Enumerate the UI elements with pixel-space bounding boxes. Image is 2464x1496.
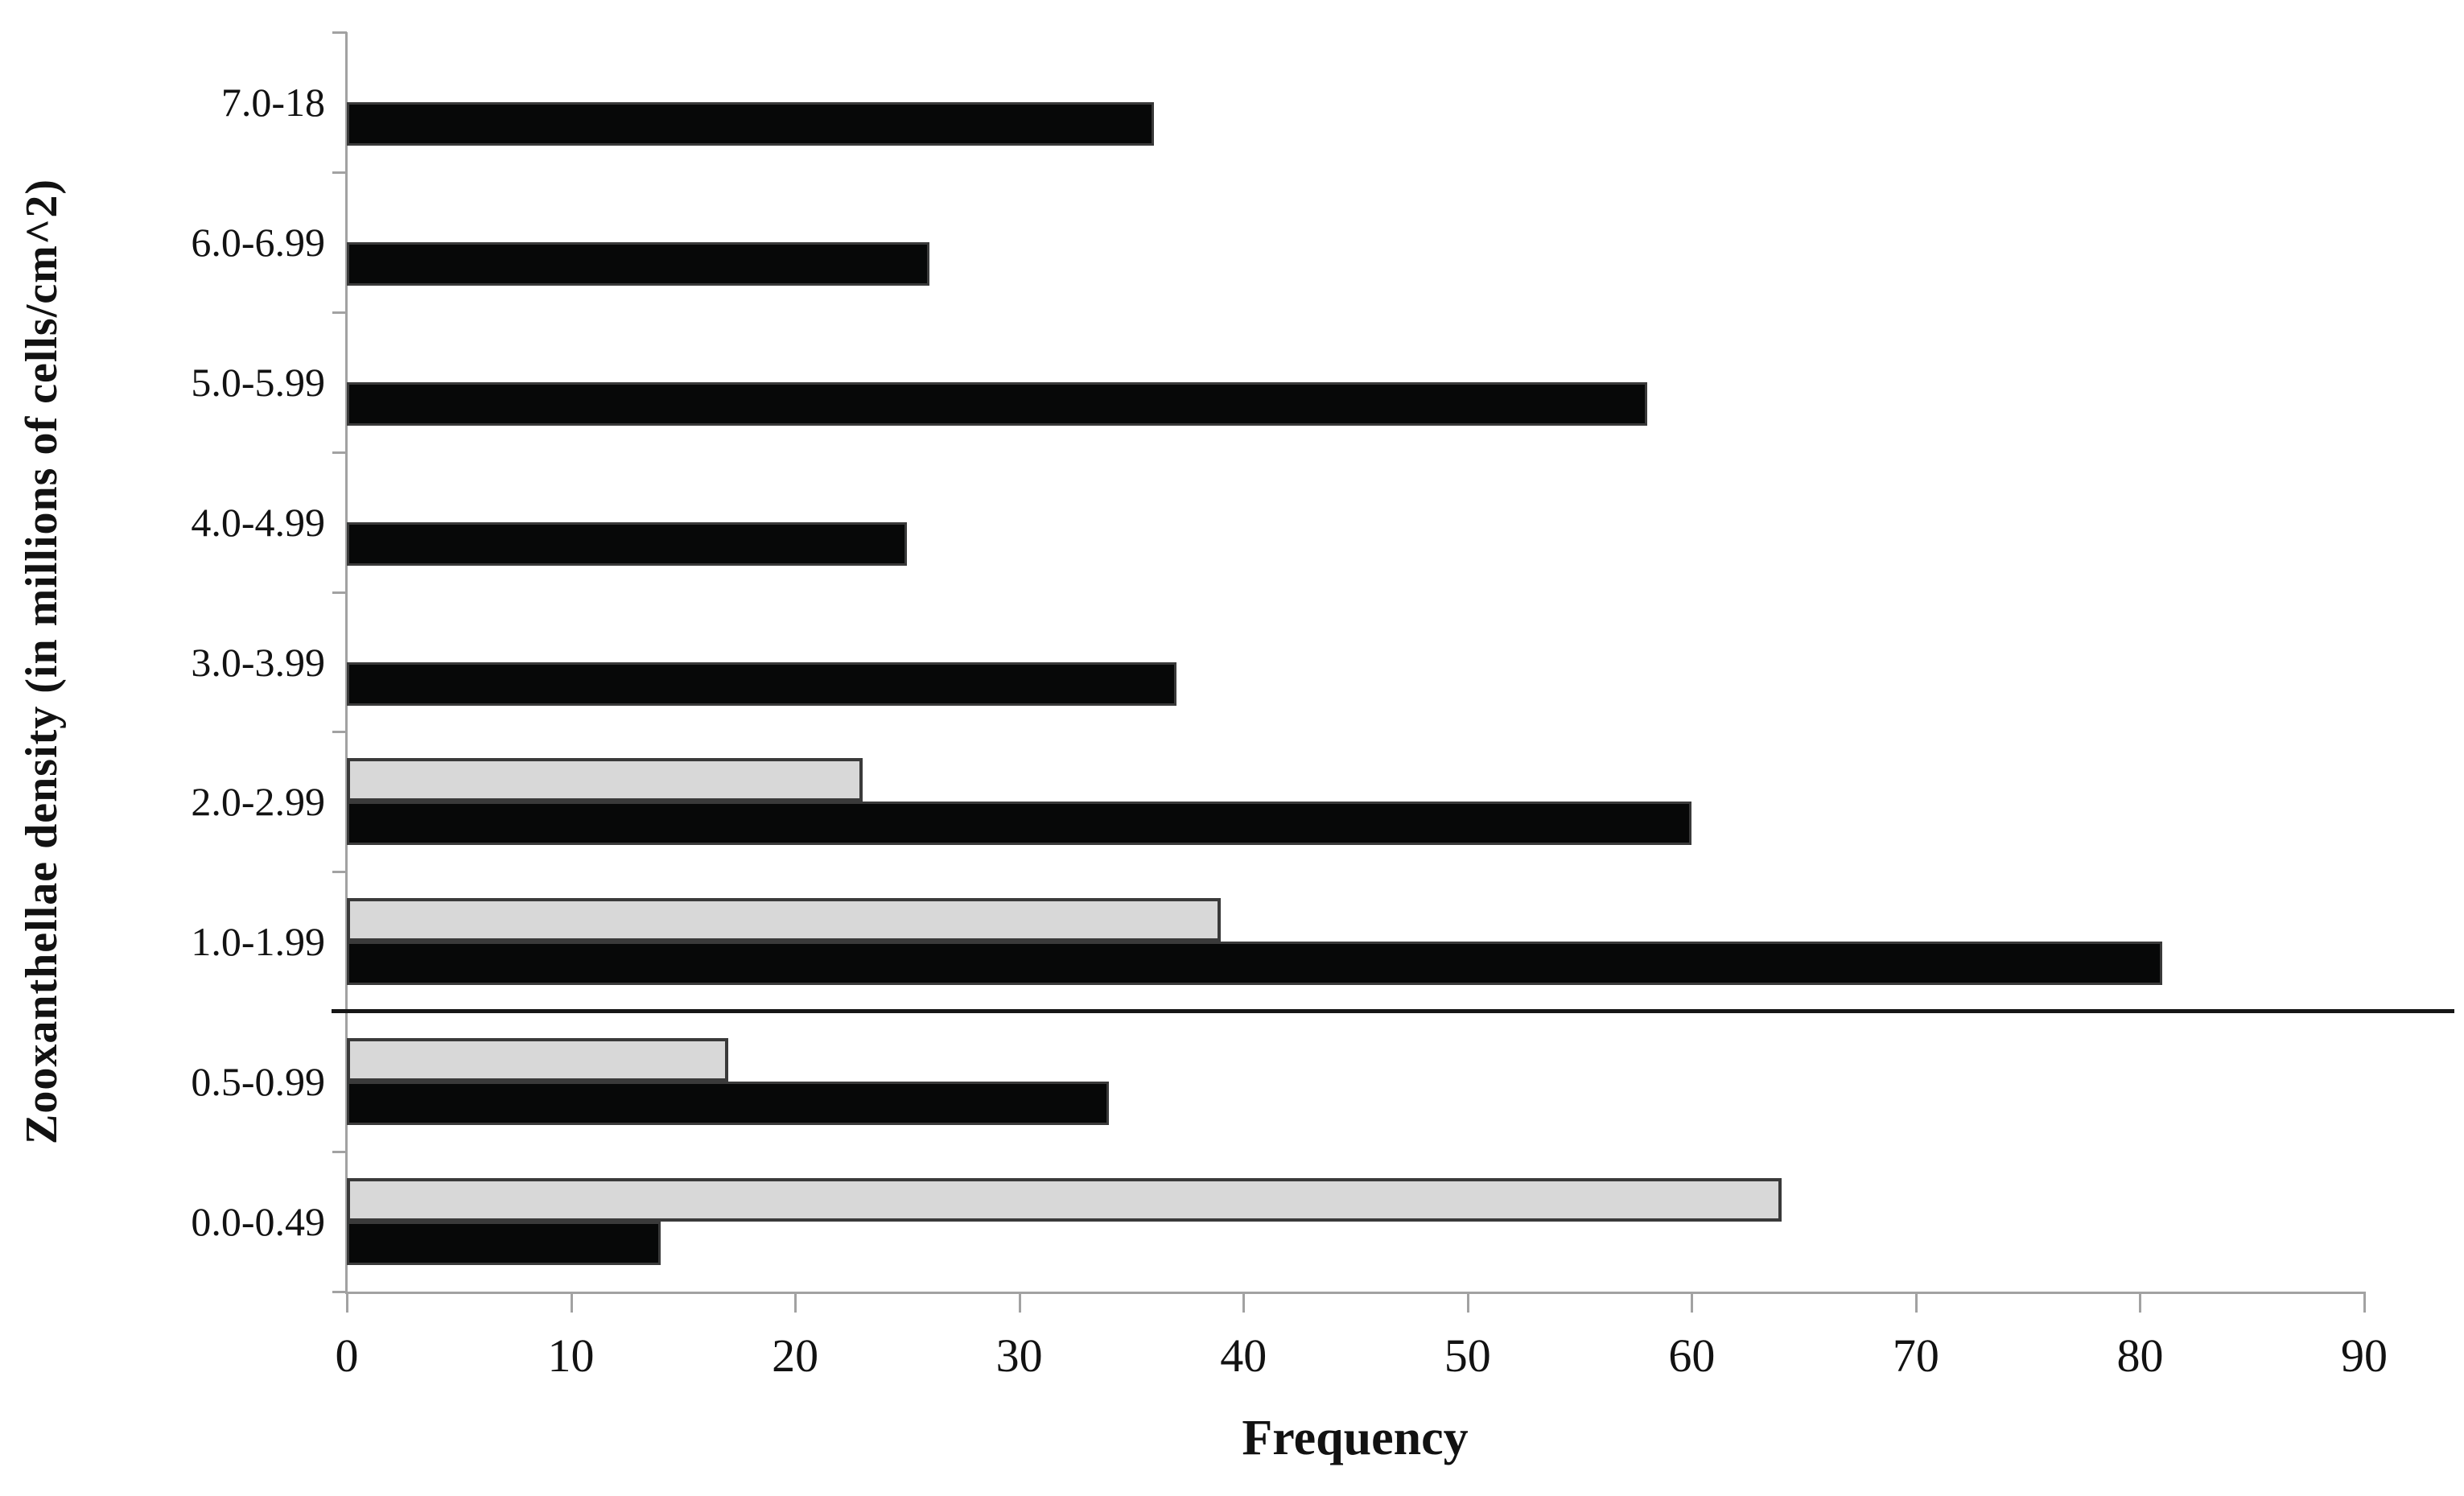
x-axis-line xyxy=(345,1292,2366,1294)
x-tick-label: 50 xyxy=(1444,1329,1491,1382)
x-tick-label: 0 xyxy=(335,1329,359,1382)
category-label: 0.5-0.99 xyxy=(191,1059,325,1105)
category-label: 0.0-0.49 xyxy=(191,1199,325,1245)
x-axis-tick xyxy=(2363,1292,2366,1313)
black-bar xyxy=(347,521,908,566)
black-bar xyxy=(347,802,1692,846)
black-bar xyxy=(347,1082,1110,1126)
x-tick-label: 80 xyxy=(2116,1329,2164,1382)
black-bar xyxy=(347,942,2163,986)
x-axis-tick xyxy=(1018,1292,1021,1313)
y-axis-tick xyxy=(332,451,347,454)
x-axis-tick xyxy=(1242,1292,1246,1313)
x-axis-tick xyxy=(1466,1292,1469,1313)
x-axis-tick xyxy=(346,1292,348,1313)
x-axis-tick xyxy=(794,1292,797,1313)
category-label: 1.0-1.99 xyxy=(191,919,325,965)
y-axis-tick xyxy=(332,731,347,734)
y-axis-tick xyxy=(332,311,347,314)
black-bar xyxy=(347,1222,661,1266)
gray-bar xyxy=(347,1038,728,1082)
gray-bar xyxy=(347,898,1222,942)
x-tick-label: 30 xyxy=(995,1329,1043,1382)
x-tick-label: 40 xyxy=(1220,1329,1267,1382)
y-axis-tick xyxy=(332,1291,347,1293)
category-label: 6.0-6.99 xyxy=(191,219,325,265)
x-axis-title: Frequency xyxy=(1242,1411,1469,1465)
black-bar xyxy=(347,241,930,286)
gray-bar xyxy=(347,1178,1782,1222)
black-bar xyxy=(347,101,1154,146)
x-axis-tick xyxy=(1914,1292,1918,1313)
y-axis-tick xyxy=(332,871,347,874)
x-tick-label: 20 xyxy=(772,1329,819,1382)
x-tick-label: 10 xyxy=(547,1329,595,1382)
category-label: 5.0-5.99 xyxy=(191,359,325,405)
y-axis-tick xyxy=(332,591,347,594)
y-axis-tick xyxy=(332,31,347,34)
category-label: 4.0-4.99 xyxy=(191,499,325,545)
x-axis-tick xyxy=(2139,1292,2142,1313)
x-tick-label: 60 xyxy=(1668,1329,1716,1382)
x-tick-label: 90 xyxy=(2341,1329,2388,1382)
category-label: 7.0-18 xyxy=(220,79,325,125)
category-label: 3.0-3.99 xyxy=(191,639,325,685)
y-axis-line xyxy=(345,32,348,1292)
y-axis-tick xyxy=(332,1151,347,1154)
black-bar xyxy=(347,381,1647,426)
x-tick-label: 70 xyxy=(1892,1329,1939,1382)
x-axis-tick xyxy=(1691,1292,1694,1313)
gray-bar xyxy=(347,758,863,802)
separator-line xyxy=(332,1009,2454,1014)
y-axis-tick xyxy=(332,171,347,174)
x-axis-tick xyxy=(570,1292,573,1313)
black-bar xyxy=(347,661,1176,706)
category-label: 2.0-2.99 xyxy=(191,779,325,825)
